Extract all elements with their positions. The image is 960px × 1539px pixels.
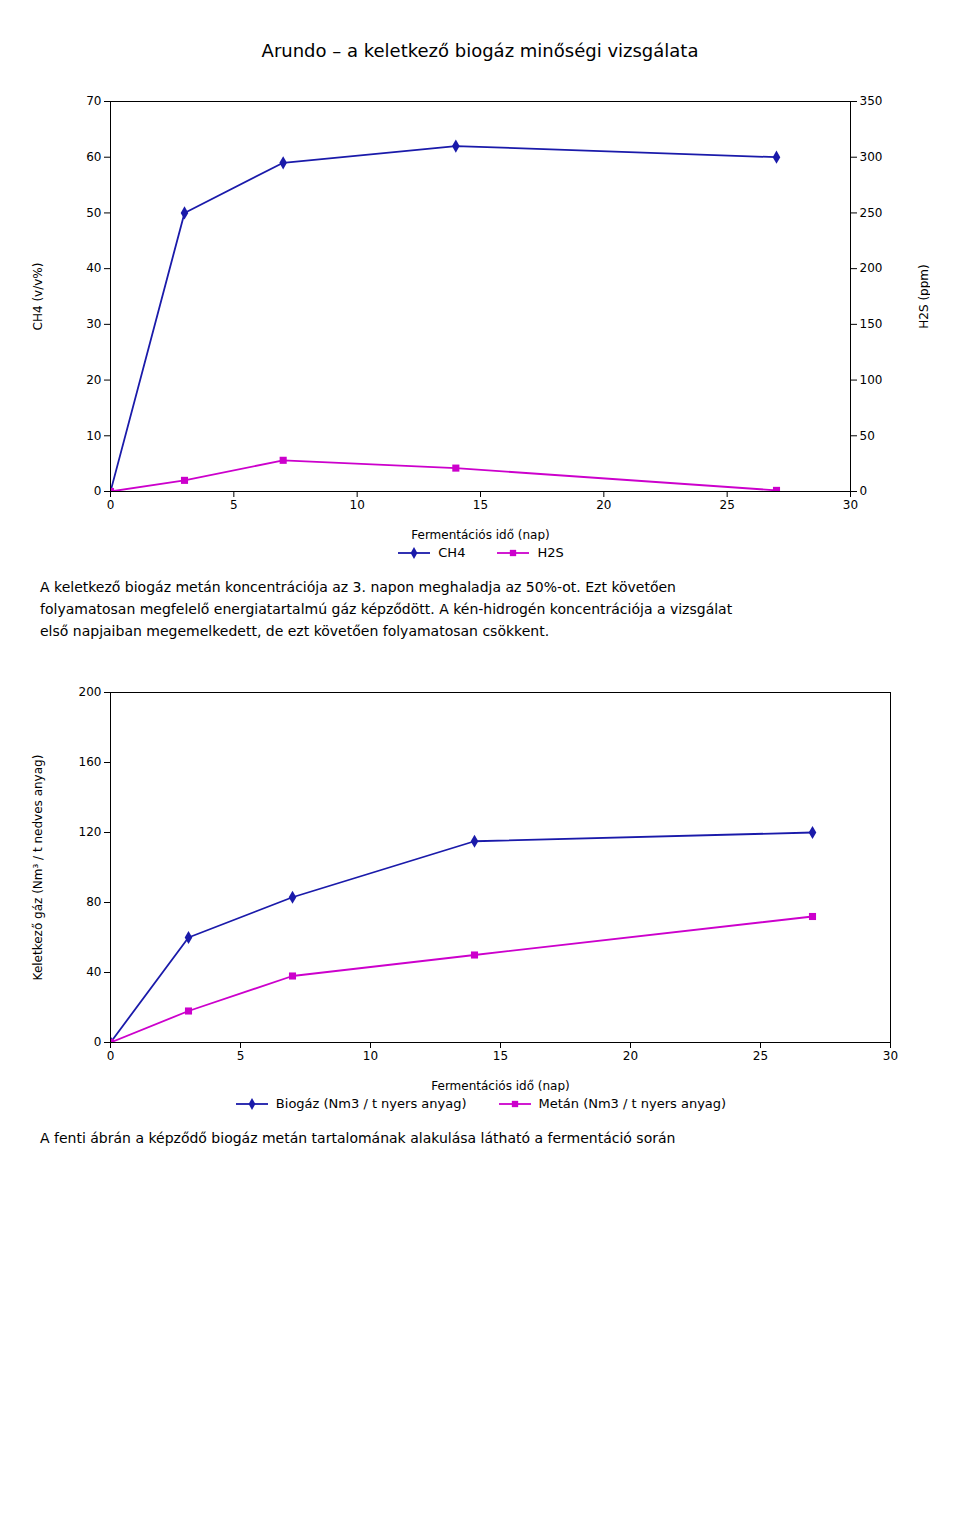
svg-text:30: 30: [883, 1049, 898, 1063]
svg-text:300: 300: [860, 150, 883, 164]
svg-text:50: 50: [86, 206, 101, 220]
svg-text:15: 15: [473, 498, 488, 512]
html-text:A fenti ábrán a képződő biogáz: A fenti ábrán a képződő biogáz metán tar…: [40, 1130, 676, 1146]
svg-text:CH4 (v/v%): CH4 (v/v%): [31, 263, 45, 331]
html-text:Arundo – a keletkező biogáz mi: Arundo – a keletkező biogáz minőségi viz…: [261, 40, 699, 61]
svg-text:25: 25: [753, 1049, 768, 1063]
html-text:A keletkező biogáz metán konce: A keletkező biogáz metán koncentrációja …: [40, 579, 676, 595]
svg-text:20: 20: [86, 373, 101, 387]
svg-text:160: 160: [79, 755, 102, 769]
svg-text:70: 70: [86, 94, 101, 108]
html-text:H2S: H2S: [537, 545, 564, 560]
svg-text:Fermentációs idő (nap): Fermentációs idő (nap): [411, 528, 549, 542]
svg-text:250: 250: [860, 206, 883, 220]
svg-text:Fermentációs idő (nap): Fermentációs idő (nap): [431, 1079, 569, 1093]
svg-text:20: 20: [596, 498, 611, 512]
svg-text:0: 0: [107, 498, 115, 512]
svg-text:50: 50: [860, 429, 875, 443]
svg-text:200: 200: [860, 261, 883, 275]
html-text:CH4: CH4: [438, 545, 466, 560]
html-text:folyamatosan megfelelő energia: folyamatosan megfelelő energiatartalmú g…: [40, 601, 733, 617]
svg-text:350: 350: [860, 94, 883, 108]
svg-text:Keletkező gáz (Nm³ / t nedves: Keletkező gáz (Nm³ / t nedves anyag): [31, 755, 45, 981]
svg-text:40: 40: [86, 261, 101, 275]
svg-text:80: 80: [86, 895, 101, 909]
svg-text:H2S (ppm): H2S (ppm): [917, 264, 931, 328]
svg-text:200: 200: [79, 685, 102, 699]
svg-text:5: 5: [230, 498, 238, 512]
svg-text:40: 40: [86, 965, 101, 979]
svg-text:0: 0: [94, 1035, 102, 1049]
svg-text:20: 20: [623, 1049, 638, 1063]
svg-text:150: 150: [860, 317, 883, 331]
svg-text:10: 10: [350, 498, 365, 512]
html-text:Metán (Nm3 / t nyers anyag): Metán (Nm3 / t nyers anyag): [538, 1096, 727, 1111]
svg-text:60: 60: [86, 150, 101, 164]
svg-text:0: 0: [860, 484, 868, 498]
svg-text:25: 25: [720, 498, 735, 512]
svg-text:100: 100: [860, 373, 883, 387]
svg-text:15: 15: [493, 1049, 508, 1063]
svg-text:120: 120: [79, 825, 102, 839]
svg-text:10: 10: [86, 429, 101, 443]
html-text:első napjaiban megemelkedett,: első napjaiban megemelkedett, de ezt köv…: [40, 623, 550, 639]
svg-text:30: 30: [86, 317, 101, 331]
html-text:Biogáz (Nm3 / t nyers anyag): Biogáz (Nm3 / t nyers anyag): [275, 1096, 467, 1111]
svg-text:0: 0: [107, 1049, 115, 1063]
svg-text:10: 10: [363, 1049, 378, 1063]
svg-text:5: 5: [237, 1049, 245, 1063]
svg-text:0: 0: [94, 484, 102, 498]
svg-text:30: 30: [843, 498, 858, 512]
